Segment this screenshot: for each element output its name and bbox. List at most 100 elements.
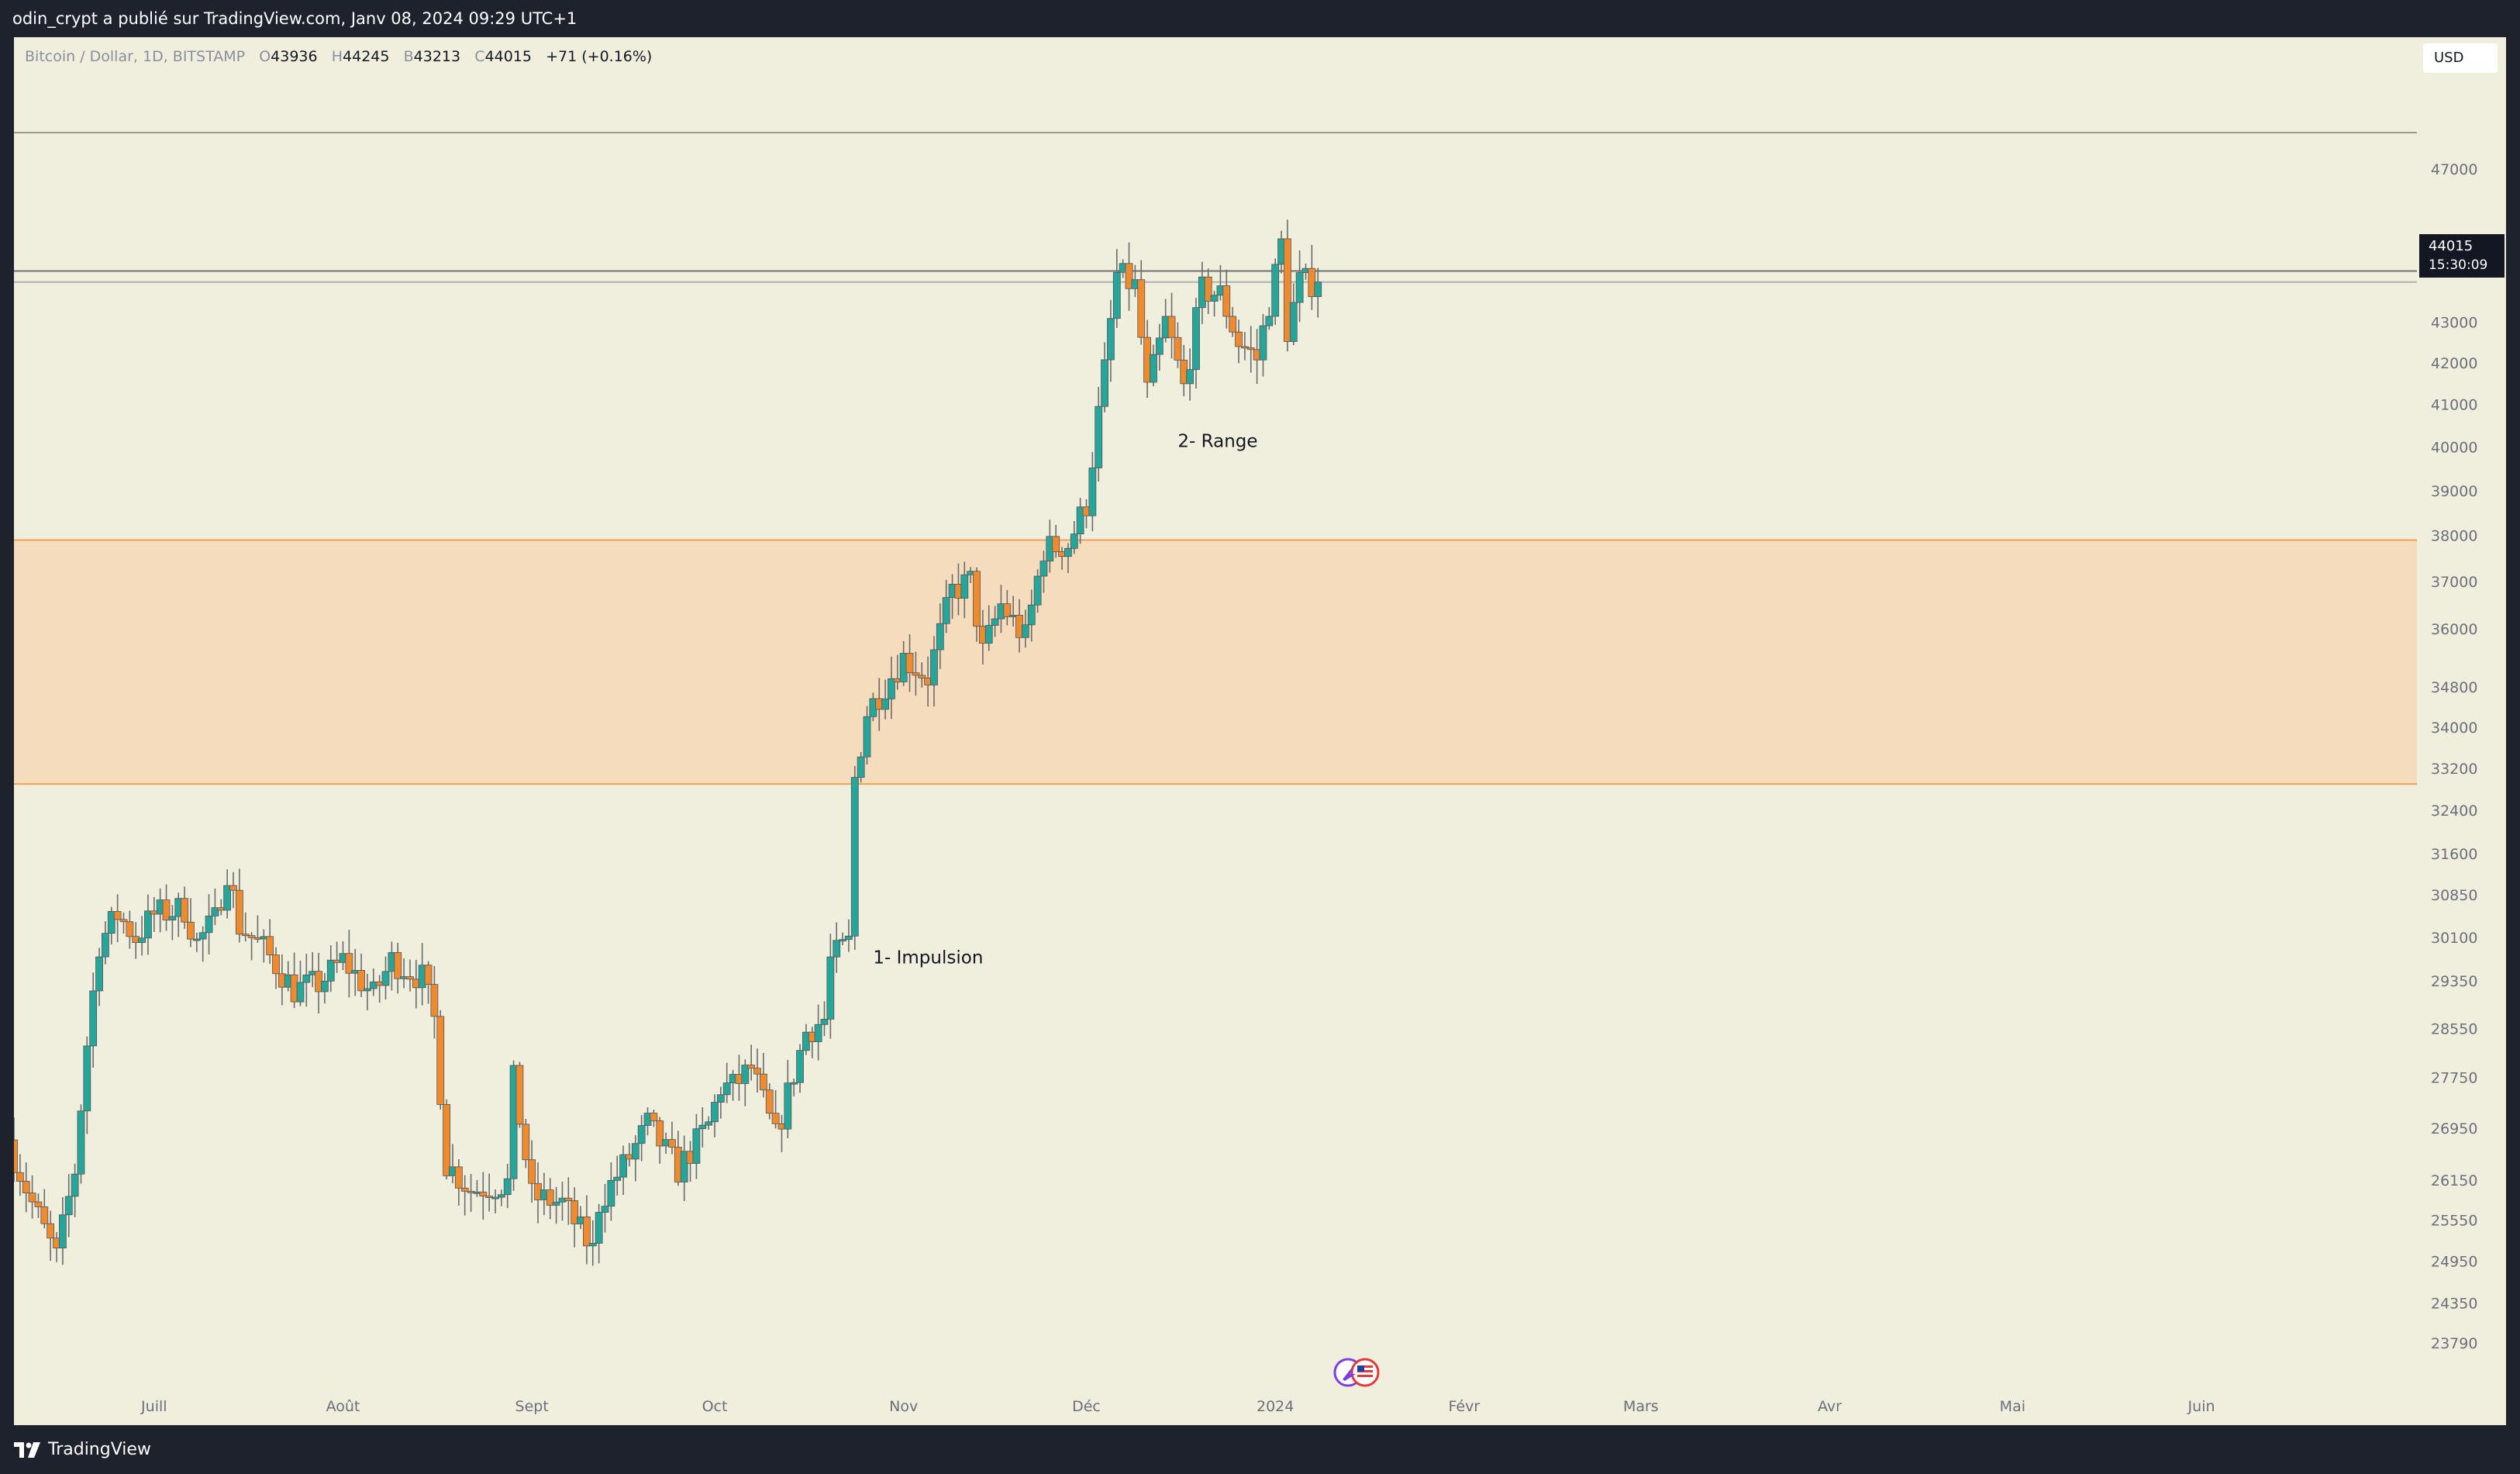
candle[interactable] [28,1175,36,1219]
candle[interactable] [485,1173,494,1212]
candle[interactable] [1265,306,1274,330]
candle[interactable] [857,751,865,783]
candle[interactable] [1039,551,1048,593]
candle[interactable] [1229,306,1237,337]
candle[interactable] [711,1094,719,1137]
candle[interactable] [424,961,433,1004]
candle[interactable] [241,912,250,942]
candle[interactable] [528,1140,536,1203]
chart-area[interactable]: 4700045000430004200041000400003900038000… [14,37,2506,1425]
candle[interactable] [1222,269,1231,329]
candle[interactable] [381,956,390,1000]
candle[interactable] [119,912,128,934]
candle[interactable] [102,921,109,965]
candle[interactable] [454,1159,463,1206]
candle[interactable] [1204,268,1212,314]
candle[interactable] [839,932,846,945]
text-annotation[interactable]: 2- Range [1177,432,1257,452]
candle[interactable] [705,1116,713,1130]
candle[interactable] [430,965,439,1039]
candle[interactable] [181,886,189,929]
candle[interactable] [765,1083,774,1120]
candle[interactable] [601,1183,609,1233]
candle[interactable] [126,910,134,949]
candle[interactable] [1210,291,1219,317]
candle[interactable] [771,1089,780,1129]
candle[interactable] [1235,319,1243,364]
candle[interactable] [546,1178,554,1220]
candle[interactable] [522,1118,530,1168]
candle[interactable] [571,1187,579,1248]
candle[interactable] [1064,543,1072,574]
candle[interactable] [790,1078,798,1096]
candle[interactable] [1271,258,1280,325]
candle[interactable] [905,634,914,692]
candle[interactable] [436,1010,445,1110]
candle[interactable] [552,1186,560,1224]
candle[interactable] [247,932,256,961]
candle[interactable] [1295,250,1304,323]
candle[interactable] [138,916,146,956]
candle[interactable] [491,1189,499,1213]
candle[interactable] [503,1163,512,1209]
candle[interactable] [205,894,213,955]
candle[interactable] [1070,521,1078,554]
candle[interactable] [960,561,969,619]
candle[interactable] [722,1062,731,1103]
candle[interactable] [394,943,402,994]
candle[interactable] [881,679,889,720]
candle[interactable] [272,947,280,989]
candle[interactable] [406,959,414,992]
candle[interactable] [1246,326,1255,373]
candle[interactable] [89,972,98,1068]
candle[interactable] [235,868,243,943]
price-chart[interactable]: 4700045000430004200041000400003900038000… [14,37,2506,1425]
candle[interactable] [364,973,371,1011]
candle[interactable] [77,1104,85,1184]
candle[interactable] [1107,299,1115,382]
candle[interactable] [564,1177,573,1225]
demand-zone[interactable] [14,540,2417,785]
candle[interactable] [1155,323,1163,371]
candle[interactable] [1088,451,1097,532]
candle[interactable] [668,1121,676,1155]
candle[interactable] [64,1174,73,1238]
candle[interactable] [698,1107,707,1148]
candle[interactable] [22,1162,30,1213]
candle[interactable] [223,869,232,919]
candle[interactable] [863,706,871,765]
economic-events-icon[interactable] [1333,1358,1380,1387]
candle[interactable] [1021,609,1029,648]
candle[interactable] [558,1181,567,1221]
candle[interactable] [930,636,938,707]
candle[interactable] [1167,292,1176,359]
candle[interactable] [266,919,274,965]
currency-selector[interactable]: USD [2423,43,2498,73]
candle[interactable] [716,1086,725,1119]
candle[interactable] [34,1193,43,1218]
candle[interactable] [607,1162,615,1221]
candle[interactable] [1003,589,1012,626]
text-annotation[interactable]: 1- Impulsion [873,948,983,968]
candle[interactable] [1192,298,1200,389]
candle[interactable] [1314,268,1322,318]
candle[interactable] [759,1052,767,1098]
candle[interactable] [168,905,177,941]
candle[interactable] [637,1115,646,1162]
candle[interactable] [973,567,981,642]
candle[interactable] [71,1163,79,1217]
candle[interactable] [631,1135,639,1182]
candle[interactable] [650,1110,658,1127]
candle[interactable] [113,894,122,943]
candle[interactable] [820,1001,829,1037]
candle[interactable] [229,872,237,909]
candle[interactable] [326,944,335,992]
candle[interactable] [796,1044,804,1093]
candle[interactable] [302,954,311,1007]
candle[interactable] [680,1135,688,1202]
candle[interactable] [1174,322,1182,368]
candle[interactable] [845,919,853,952]
candle[interactable] [741,1059,750,1106]
candle[interactable] [443,1099,451,1180]
candle[interactable] [588,1220,597,1266]
